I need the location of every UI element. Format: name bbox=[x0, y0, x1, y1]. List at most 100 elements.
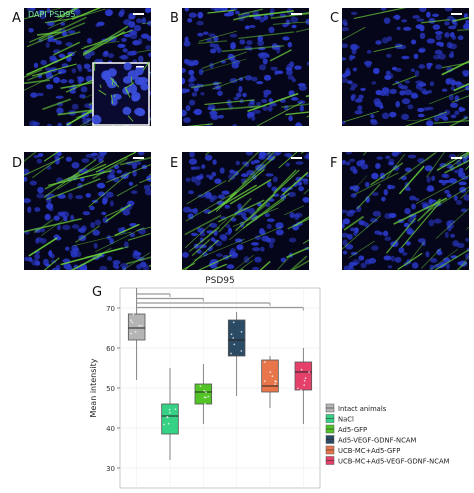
data-point bbox=[140, 324, 143, 327]
box-ad5-vegf-gdnf-ncam bbox=[227, 312, 246, 396]
box-ucb-mc-ad5-gfp bbox=[261, 356, 279, 408]
legend-item: UCB-MC+Ad5-VEGF-GDNF-NCAM bbox=[325, 456, 450, 466]
data-point bbox=[269, 371, 272, 374]
data-point bbox=[296, 387, 299, 390]
micrograph-image bbox=[342, 8, 469, 126]
data-point bbox=[263, 361, 266, 363]
data-point bbox=[304, 377, 307, 380]
panel-letter-d: D bbox=[12, 156, 23, 171]
box-body bbox=[294, 361, 313, 391]
legend-item: Ad5-GFP bbox=[325, 424, 367, 434]
data-point bbox=[240, 350, 243, 352]
y-tick-label: 60 bbox=[106, 345, 115, 353]
scale-bar bbox=[133, 157, 144, 159]
data-point bbox=[303, 384, 306, 386]
fiber-layer bbox=[186, 8, 309, 126]
data-point bbox=[300, 368, 303, 371]
box-nacl bbox=[161, 368, 179, 460]
box-intact-animals bbox=[127, 288, 146, 380]
box-body bbox=[227, 319, 246, 357]
micrograph-image bbox=[342, 152, 469, 270]
box-ad5-gfp bbox=[194, 364, 213, 424]
scale-bar bbox=[451, 13, 462, 15]
scale-bar bbox=[451, 157, 462, 159]
legend-item: Intact animals bbox=[325, 403, 387, 413]
legend-label: Intact animals bbox=[338, 405, 387, 413]
nuclei-layer bbox=[24, 152, 151, 270]
data-point bbox=[167, 422, 170, 425]
micrograph-panel-c bbox=[342, 8, 469, 126]
panel-letter-c: C bbox=[330, 11, 340, 26]
box-body bbox=[261, 359, 279, 393]
data-point bbox=[232, 337, 235, 339]
data-point bbox=[138, 325, 141, 327]
data-point bbox=[274, 383, 276, 385]
scale-bar bbox=[291, 13, 302, 15]
panel-letter-g: G bbox=[92, 285, 103, 300]
box-body bbox=[161, 403, 179, 435]
data-point bbox=[174, 408, 177, 411]
legend-item: UCB-MC+Ad5-GFP bbox=[325, 445, 400, 455]
y-axis-label: Mean intensity bbox=[89, 358, 98, 417]
nuclei-layer bbox=[182, 8, 309, 126]
data-point bbox=[203, 396, 206, 398]
chart-title: PSD95 bbox=[205, 276, 235, 286]
significance-bracket bbox=[136, 306, 304, 311]
micrograph-panel-f bbox=[342, 152, 469, 270]
micrograph-panel-b bbox=[182, 8, 309, 126]
micrograph-image bbox=[182, 8, 309, 126]
legend-label: NaCl bbox=[338, 416, 354, 424]
inset-zoom bbox=[91, 61, 150, 126]
data-point bbox=[271, 375, 274, 378]
data-point bbox=[240, 330, 243, 333]
data-point bbox=[168, 408, 171, 411]
data-point bbox=[205, 396, 207, 399]
micrograph-image bbox=[24, 152, 151, 270]
micrograph-image bbox=[182, 152, 309, 270]
significance-bracket bbox=[136, 302, 271, 306]
panel-letter-e: E bbox=[170, 156, 179, 171]
legend-label: Ad5-VEGF-GDNF-NCAM bbox=[338, 437, 416, 445]
panel-letter-a: A bbox=[12, 11, 21, 26]
data-point bbox=[233, 343, 236, 346]
data-point bbox=[308, 371, 310, 374]
box-body bbox=[194, 383, 213, 405]
fiber-layer bbox=[342, 152, 469, 270]
data-point bbox=[199, 385, 202, 387]
data-point bbox=[132, 313, 135, 316]
legend-label: UCB-MC+Ad5-VEGF-GDNF-NCAM bbox=[338, 458, 450, 466]
data-point bbox=[263, 380, 266, 383]
micrograph-image bbox=[24, 8, 151, 126]
data-point bbox=[230, 333, 233, 336]
y-tick-label: 40 bbox=[106, 425, 115, 433]
data-point bbox=[303, 379, 306, 382]
scale-bar bbox=[291, 157, 302, 159]
nuclei-layer bbox=[342, 152, 469, 270]
panel-a-caption: DAPI PSD95 bbox=[28, 10, 76, 19]
data-point bbox=[130, 332, 132, 335]
data-point bbox=[274, 380, 277, 383]
y-tick-label: 70 bbox=[106, 305, 115, 313]
legend-item: Ad5-VEGF-GDNF-NCAM bbox=[325, 435, 416, 445]
fiber-layer bbox=[182, 152, 309, 270]
y-tick-label: 50 bbox=[106, 385, 115, 393]
fiber-layer bbox=[24, 152, 151, 270]
micrograph-panel-d bbox=[24, 152, 151, 270]
data-point bbox=[205, 391, 207, 394]
micrograph-panel-a bbox=[24, 8, 151, 126]
nuclei-layer bbox=[342, 8, 469, 126]
legend-label: UCB-MC+Ad5-GFP bbox=[338, 447, 400, 455]
significance-bracket bbox=[136, 293, 171, 297]
data-point bbox=[166, 416, 169, 418]
y-tick-label: 30 bbox=[106, 465, 115, 473]
data-point bbox=[230, 352, 233, 355]
data-point bbox=[207, 395, 210, 398]
box-ucb-mc-ad5-vegf-gdnf-ncam bbox=[294, 348, 313, 424]
fiber-layer bbox=[342, 8, 469, 126]
box-plot-svg: PSD95 30 40 50 60 70 Mean intensity Intact anim… bbox=[89, 276, 450, 489]
data-point bbox=[134, 330, 137, 333]
legend-item: NaCl bbox=[325, 414, 354, 424]
data-point bbox=[203, 389, 206, 392]
data-point bbox=[169, 411, 171, 414]
box-body bbox=[127, 313, 146, 341]
